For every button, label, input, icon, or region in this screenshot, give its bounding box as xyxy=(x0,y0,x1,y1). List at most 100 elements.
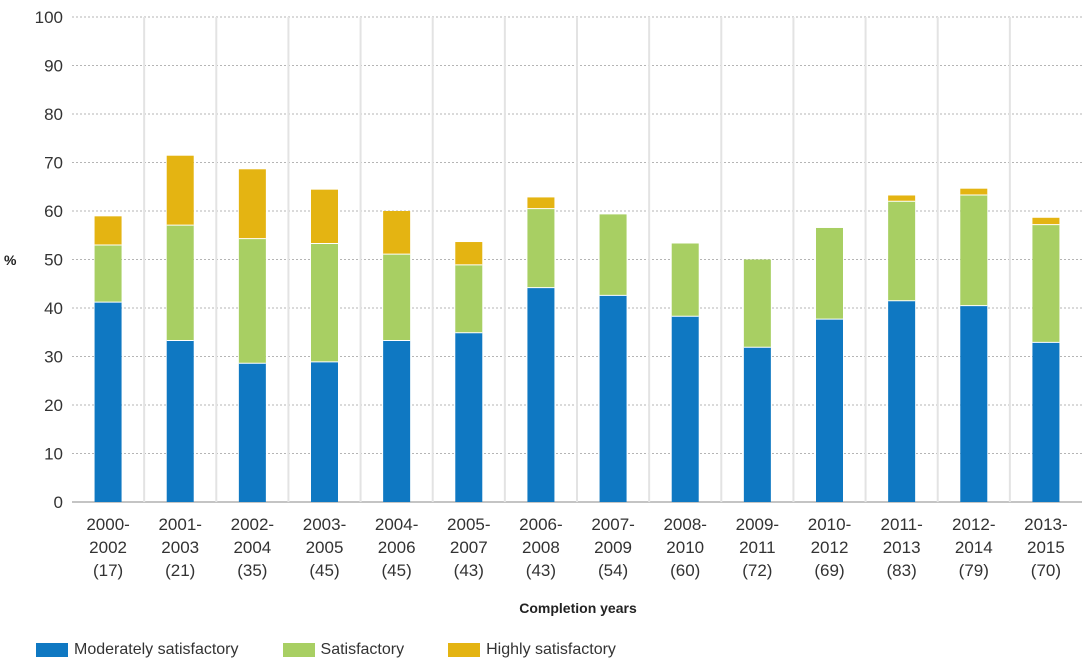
x-tick-label: 2013- xyxy=(1024,515,1067,534)
bar-highly-satisfactory xyxy=(238,169,266,239)
bar-highly-satisfactory xyxy=(94,216,122,245)
x-tick-label: 2006- xyxy=(519,515,562,534)
y-tick-label: 40 xyxy=(44,299,63,318)
x-tick-label: 2010 xyxy=(666,538,704,557)
y-axis-label: % xyxy=(4,252,17,268)
bar-moderately-satisfactory xyxy=(527,287,555,502)
x-tick-label: 2002 xyxy=(89,538,127,557)
legend-swatch xyxy=(36,643,68,657)
legend-swatch xyxy=(282,643,315,657)
x-tick-label: 2011- xyxy=(881,515,923,534)
y-tick-label: 50 xyxy=(44,251,63,270)
bar-moderately-satisfactory xyxy=(888,300,916,502)
x-axis-ticks: 2000- 2002 (17) 2001- 2003 (21) 2002- 2004 (35) 2… xyxy=(86,515,1067,580)
x-tick-label: (45) xyxy=(309,561,339,580)
bar-satisfactory xyxy=(166,225,194,341)
category-separators xyxy=(143,17,1011,502)
x-tick-label: 2012- xyxy=(952,515,995,534)
bar-moderately-satisfactory xyxy=(960,305,988,502)
x-tick-label: (43) xyxy=(526,561,556,580)
x-tick-label: 2010- xyxy=(808,515,851,534)
legend-item-highly-satisfactory: Highly satisfactory xyxy=(448,641,616,659)
x-tick-label: (72) xyxy=(742,561,772,580)
bar-highly-satisfactory xyxy=(960,188,988,195)
bar-moderately-satisfactory xyxy=(238,363,266,502)
x-tick-label: (83) xyxy=(887,561,917,580)
bar-satisfactory xyxy=(455,264,483,333)
x-tick-label: 2004- xyxy=(375,515,418,534)
y-tick-label: 0 xyxy=(54,493,63,512)
x-tick-label: 2007- xyxy=(591,515,634,534)
bar-moderately-satisfactory xyxy=(1032,342,1060,502)
y-tick-label: 60 xyxy=(44,202,63,221)
stacked-bar-chart: 0 10 20 30 40 50 60 70 80 90 100 2000- 2002 (17) 2001… xyxy=(4,8,1082,616)
x-tick-label: 2001- xyxy=(158,515,201,534)
bar-moderately-satisfactory xyxy=(311,361,338,502)
x-tick-label: (79) xyxy=(959,561,989,580)
bar-satisfactory xyxy=(238,238,266,364)
bar-moderately-satisfactory xyxy=(166,340,194,502)
x-tick-label: (60) xyxy=(670,561,700,580)
x-tick-label: 2008- xyxy=(663,515,706,534)
x-tick-label: 2005- xyxy=(447,515,490,534)
y-tick-label: 20 xyxy=(44,396,63,415)
x-tick-label: 2005 xyxy=(306,538,344,557)
bar-satisfactory xyxy=(527,208,555,288)
bar-satisfactory xyxy=(671,243,699,317)
bar-satisfactory xyxy=(599,214,627,296)
bar-satisfactory xyxy=(311,243,338,362)
x-tick-label: 2002- xyxy=(231,515,274,534)
x-tick-label: 2011 xyxy=(739,538,776,557)
bar-moderately-satisfactory xyxy=(599,295,627,502)
legend-item-satisfactory: Satisfactory xyxy=(282,641,405,659)
x-tick-label: 2009- xyxy=(736,515,779,534)
bar-satisfactory xyxy=(743,259,771,348)
legend-label: Moderately satisfactory xyxy=(74,641,239,658)
legend-item-moderately-satisfactory: Moderately satisfactory xyxy=(36,641,239,659)
bar-satisfactory xyxy=(1032,224,1060,343)
y-tick-label: 90 xyxy=(44,57,63,76)
x-tick-label: 2013 xyxy=(883,538,921,557)
x-tick-label: (70) xyxy=(1031,561,1061,580)
x-tick-label: 2003- xyxy=(303,515,346,534)
bar-highly-satisfactory xyxy=(311,189,338,244)
bar-highly-satisfactory xyxy=(383,211,411,255)
x-tick-label: 2015 xyxy=(1027,538,1065,557)
x-tick-label: 2007 xyxy=(450,538,488,557)
x-tick-label: (69) xyxy=(814,561,844,580)
bar-highly-satisfactory xyxy=(455,242,483,265)
bar-satisfactory xyxy=(383,254,411,341)
bar-moderately-satisfactory xyxy=(383,340,411,502)
bar-highly-satisfactory xyxy=(888,195,916,202)
legend-label: Satisfactory xyxy=(320,641,405,658)
x-tick-label: (43) xyxy=(454,561,484,580)
bar-moderately-satisfactory xyxy=(743,347,771,502)
y-axis-ticks: 0 10 20 30 40 50 60 70 80 90 100 xyxy=(35,8,63,512)
legend-swatch xyxy=(448,643,481,657)
y-tick-label: 30 xyxy=(44,348,63,367)
y-tick-label: 80 xyxy=(44,105,63,124)
x-tick-label: (45) xyxy=(382,561,412,580)
bar-moderately-satisfactory xyxy=(94,302,122,502)
x-axis-label: Completion years xyxy=(519,600,637,616)
bar-highly-satisfactory xyxy=(166,155,194,226)
x-tick-label: 2012 xyxy=(811,538,849,557)
bar-highly-satisfactory xyxy=(1032,217,1060,225)
bar-satisfactory xyxy=(888,201,916,301)
bar-moderately-satisfactory xyxy=(816,319,843,502)
x-tick-label: 2009 xyxy=(594,538,632,557)
x-tick-label: 2014 xyxy=(955,538,993,557)
x-tick-label: 2004 xyxy=(233,538,271,557)
x-tick-label: (21) xyxy=(165,561,195,580)
legend-label: Highly satisfactory xyxy=(486,641,616,658)
x-tick-label: 2003 xyxy=(161,538,199,557)
x-tick-label: 2000- xyxy=(86,515,129,534)
x-tick-label: 2006 xyxy=(378,538,416,557)
bar-satisfactory xyxy=(94,244,122,303)
x-tick-label: 2008 xyxy=(522,538,560,557)
y-tick-label: 70 xyxy=(44,154,63,173)
x-tick-label: (35) xyxy=(237,561,267,580)
legend: Moderately satisfactory Satisfactory Highl… xyxy=(36,640,660,660)
bar-highly-satisfactory xyxy=(527,197,555,209)
bar-satisfactory xyxy=(816,227,843,320)
